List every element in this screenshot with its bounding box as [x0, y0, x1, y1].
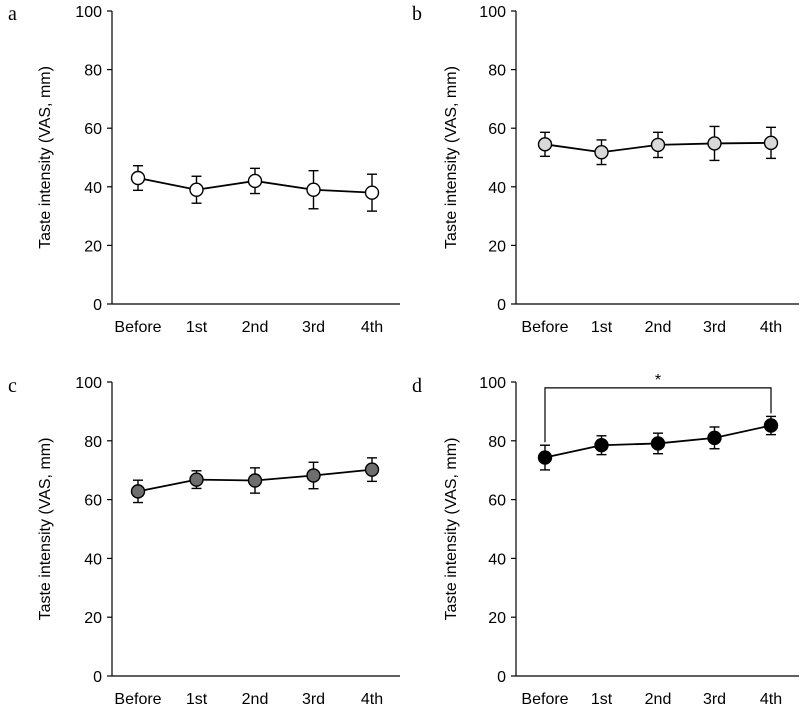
y-tick-label: 100	[479, 375, 506, 392]
panel-letter: b	[412, 3, 422, 25]
data-point	[364, 185, 380, 200]
x-tick-label: 3rd	[703, 691, 726, 705]
x-tick-label: 2nd	[645, 319, 672, 336]
chart-panel-d: d 0 20 40 60 80 100 Before 1st 2nd 3rd 4th Taste int…	[412, 372, 799, 705]
x-tick-label: Before	[114, 691, 161, 705]
y-tick-label: 0	[93, 669, 102, 686]
y-axis-title: Taste intensity (VAS, mm)	[37, 438, 54, 621]
y-tick-label: 80	[84, 63, 102, 80]
x-tick-label: 1st	[186, 691, 208, 705]
x-tick-label: 4th	[361, 319, 383, 336]
x-tick-label: 4th	[760, 691, 782, 705]
data-point	[594, 145, 609, 160]
data-point	[650, 137, 666, 153]
y-tick-label: 80	[488, 63, 506, 80]
y-tick-label: 60	[488, 121, 506, 138]
y-tick-label: 40	[488, 551, 506, 568]
data-point	[306, 182, 321, 197]
data-point	[650, 436, 666, 451]
data-point	[594, 438, 609, 453]
panel-letter: d	[412, 375, 422, 397]
y-tick-label: 0	[497, 669, 506, 686]
y-tick-label: 20	[488, 238, 506, 255]
y-tick-label: 80	[488, 434, 506, 451]
y-tick-label: 0	[93, 297, 102, 314]
data-point	[707, 136, 722, 151]
data-point	[306, 468, 321, 483]
y-tick-label: 20	[84, 610, 102, 627]
y-tick-label: 40	[84, 180, 102, 197]
data-point	[189, 472, 204, 487]
data-point	[247, 473, 263, 488]
y-tick-label: 20	[84, 238, 102, 255]
x-tick-label: 3rd	[302, 691, 325, 705]
x-tick-label: Before	[521, 319, 568, 336]
chart-panel-a: a 0 20 40 60 80 100 Before 1st 2nd 3rd 4th Taste int…	[8, 3, 400, 336]
data-point	[707, 430, 722, 446]
y-tick-label: 40	[488, 180, 506, 197]
x-tick-label: 1st	[186, 319, 208, 336]
x-tick-label: Before	[521, 691, 568, 705]
y-axis-title: Taste intensity (VAS, mm)	[37, 66, 54, 249]
data-point	[247, 173, 263, 189]
x-tick-label: 4th	[760, 319, 782, 336]
y-tick-label: 60	[84, 121, 102, 138]
x-tick-label: 3rd	[302, 319, 325, 336]
data-point	[763, 135, 779, 151]
significance-label: *	[655, 372, 661, 389]
x-tick-label: 3rd	[703, 319, 726, 336]
data-point	[189, 182, 204, 197]
x-tick-label: 1st	[591, 691, 613, 705]
chart-panel-b: b 0 20 40 60 80 100 Before 1st 2nd 3rd 4th Taste int…	[412, 3, 799, 336]
x-tick-label: Before	[114, 319, 161, 336]
data-point	[763, 418, 779, 433]
data-point	[130, 170, 146, 186]
y-tick-label: 60	[84, 493, 102, 510]
significance-bracket	[544, 387, 772, 443]
x-tick-label: 2nd	[645, 691, 672, 705]
x-tick-label: 2nd	[242, 319, 269, 336]
data-point	[537, 450, 553, 465]
data-point	[364, 462, 380, 477]
y-tick-label: 0	[497, 297, 506, 314]
y-tick-label: 100	[479, 4, 506, 21]
y-tick-label: 80	[84, 434, 102, 451]
x-tick-label: 1st	[591, 319, 613, 336]
x-tick-label: 4th	[361, 691, 383, 705]
data-point	[537, 137, 553, 152]
x-tick-label: 2nd	[242, 691, 269, 705]
y-tick-label: 40	[84, 551, 102, 568]
y-tick-label: 60	[488, 493, 506, 510]
y-tick-label: 100	[75, 4, 102, 21]
panel-letter: c	[8, 375, 17, 397]
chart-panel-c: c 0 20 40 60 80 100 Before 1st 2nd 3rd 4th Taste int…	[8, 375, 400, 705]
y-axis-title: Taste intensity (VAS, mm)	[443, 438, 460, 621]
y-axis-title: Taste intensity (VAS, mm)	[443, 66, 460, 249]
panel-letter: a	[8, 3, 17, 25]
y-tick-label: 100	[75, 375, 102, 392]
y-tick-label: 20	[488, 610, 506, 627]
data-point	[130, 484, 146, 499]
